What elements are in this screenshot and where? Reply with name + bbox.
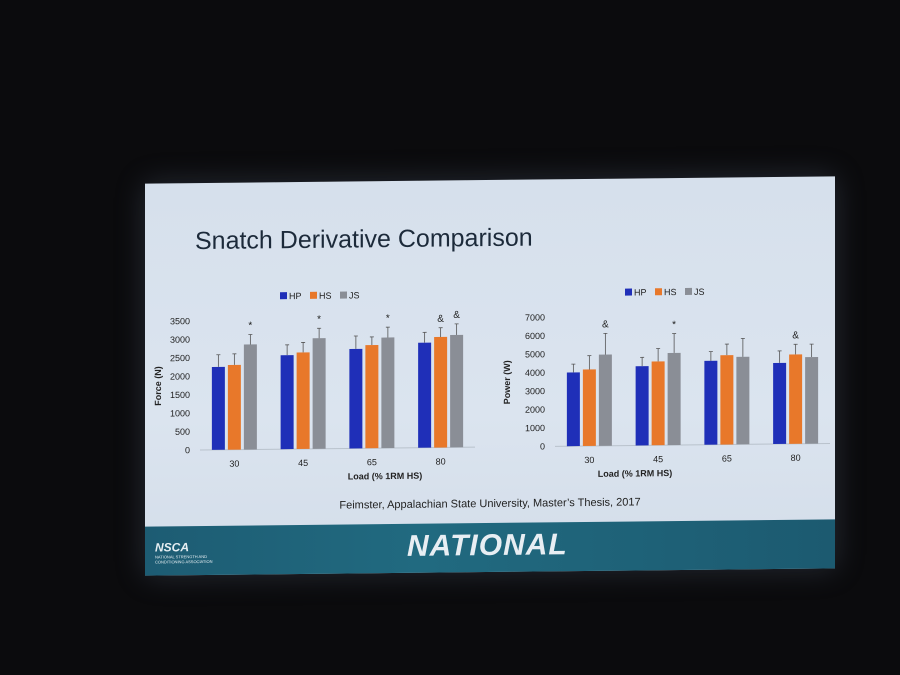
significance-marker: * [317, 314, 321, 325]
x-tick-label: 65 [722, 453, 732, 463]
y-axis-label: Force (N) [153, 366, 163, 406]
legend-label-js: JS [349, 290, 360, 300]
legend-label-js: JS [694, 287, 705, 297]
bar-hp-30 [211, 366, 225, 450]
y-tick-label: 3500 [170, 316, 190, 326]
significance-marker: & [437, 314, 444, 325]
legend-swatch-hs [655, 288, 662, 296]
bar-hs-45 [296, 352, 310, 450]
bar-hs-80 [789, 354, 803, 444]
significance-marker: * [672, 320, 676, 331]
x-axis-label: Load (% 1RM HS) [598, 468, 673, 479]
bar-hs-80 [434, 336, 448, 448]
y-tick-label: 1500 [170, 390, 190, 400]
significance-marker: & [602, 319, 609, 330]
x-tick-label: 45 [298, 458, 308, 468]
legend-label-hp: HP [289, 291, 302, 301]
y-axis-label: Power (W) [502, 360, 512, 404]
x-tick-label: 30 [229, 459, 239, 469]
y-tick-label: 3000 [170, 335, 190, 345]
x-tick-label: 45 [653, 454, 663, 464]
power-chart: HP HS JS 0 1000 2000 3000 4000 5000 6000 7000 Power… [502, 287, 830, 479]
bar-js-30 [243, 344, 257, 450]
bar-js-80 [805, 356, 819, 444]
bar-js-45 [312, 338, 326, 449]
bar-js-30 [598, 354, 612, 446]
significance-marker: * [248, 320, 252, 331]
bar-js-65 [736, 356, 750, 445]
bar-hs-65 [365, 344, 379, 449]
x-tick-label: 80 [791, 453, 801, 463]
bar-js-80 [450, 334, 464, 448]
significance-marker: * [386, 313, 390, 324]
y-tick-label: 7000 [525, 312, 545, 322]
x-axis-label: Load (% 1RM HS) [348, 471, 423, 482]
y-tick-label: 5000 [525, 349, 545, 359]
y-tick-label: 1000 [170, 408, 190, 418]
logo-text: NSCA [155, 540, 190, 555]
bar-hp-65 [704, 360, 718, 445]
legend-swatch-hp [625, 288, 632, 296]
legend-label-hs: HS [664, 287, 677, 297]
bar-hs-65 [720, 355, 734, 445]
y-tick-label: 2500 [170, 353, 190, 363]
x-tick-label: 80 [436, 456, 446, 466]
y-tick-label: 3000 [525, 386, 545, 396]
force-chart: HP HS JS 0 500 1000 1500 2000 2500 3000 3500 Force … [153, 290, 475, 482]
presentation-slide: Snatch Derivative Comparison HP HS JS 0 500 1… [145, 176, 835, 576]
legend-swatch-js [685, 287, 692, 295]
bar-hs-30 [227, 364, 241, 450]
x-axis-line [555, 442, 830, 447]
x-tick-label: 30 [584, 455, 594, 465]
bar-js-45 [667, 352, 681, 446]
y-tick-label: 2000 [170, 371, 190, 381]
bar-hp-80 [773, 362, 787, 445]
legend-swatch-hs [310, 291, 317, 299]
y-tick-label: 4000 [525, 368, 545, 378]
logo-subtext: NATIONAL STRENGTH AND CONDITIONING ASSOC… [155, 553, 213, 565]
legend-label-hs: HS [319, 291, 332, 301]
banner-text: NATIONAL [407, 528, 568, 563]
legend-swatch-hp [280, 292, 287, 300]
bar-hs-30 [582, 369, 596, 447]
bar-hp-45 [280, 355, 294, 450]
significance-marker: & [453, 310, 460, 321]
y-tick-label: 1000 [525, 423, 545, 433]
bar-hp-45 [635, 366, 649, 446]
x-tick-label: 65 [367, 457, 377, 467]
y-tick-label: 2000 [525, 405, 545, 415]
significance-marker: & [792, 330, 799, 341]
bar-hp-65 [349, 348, 363, 449]
bar-hp-30 [566, 372, 580, 447]
conference-banner: NSCA NATIONAL STRENGTH AND CONDITIONING … [145, 519, 835, 576]
bar-hp-80 [418, 342, 432, 448]
nsca-logo: NSCA NATIONAL STRENGTH AND CONDITIONING … [155, 540, 235, 565]
slide-title: Snatch Derivative Comparison [195, 223, 533, 256]
legend-swatch-js [340, 291, 347, 299]
bar-hs-45 [651, 361, 665, 446]
y-tick-label: 0 [540, 441, 545, 451]
citation: Feimster, Appalachian State University, … [339, 496, 641, 512]
y-tick-label: 500 [175, 427, 190, 437]
bar-js-65 [381, 337, 395, 449]
legend-label-hp: HP [634, 287, 647, 297]
x-axis-line [200, 446, 475, 451]
y-tick-label: 0 [185, 445, 190, 455]
y-tick-label: 6000 [525, 331, 545, 341]
